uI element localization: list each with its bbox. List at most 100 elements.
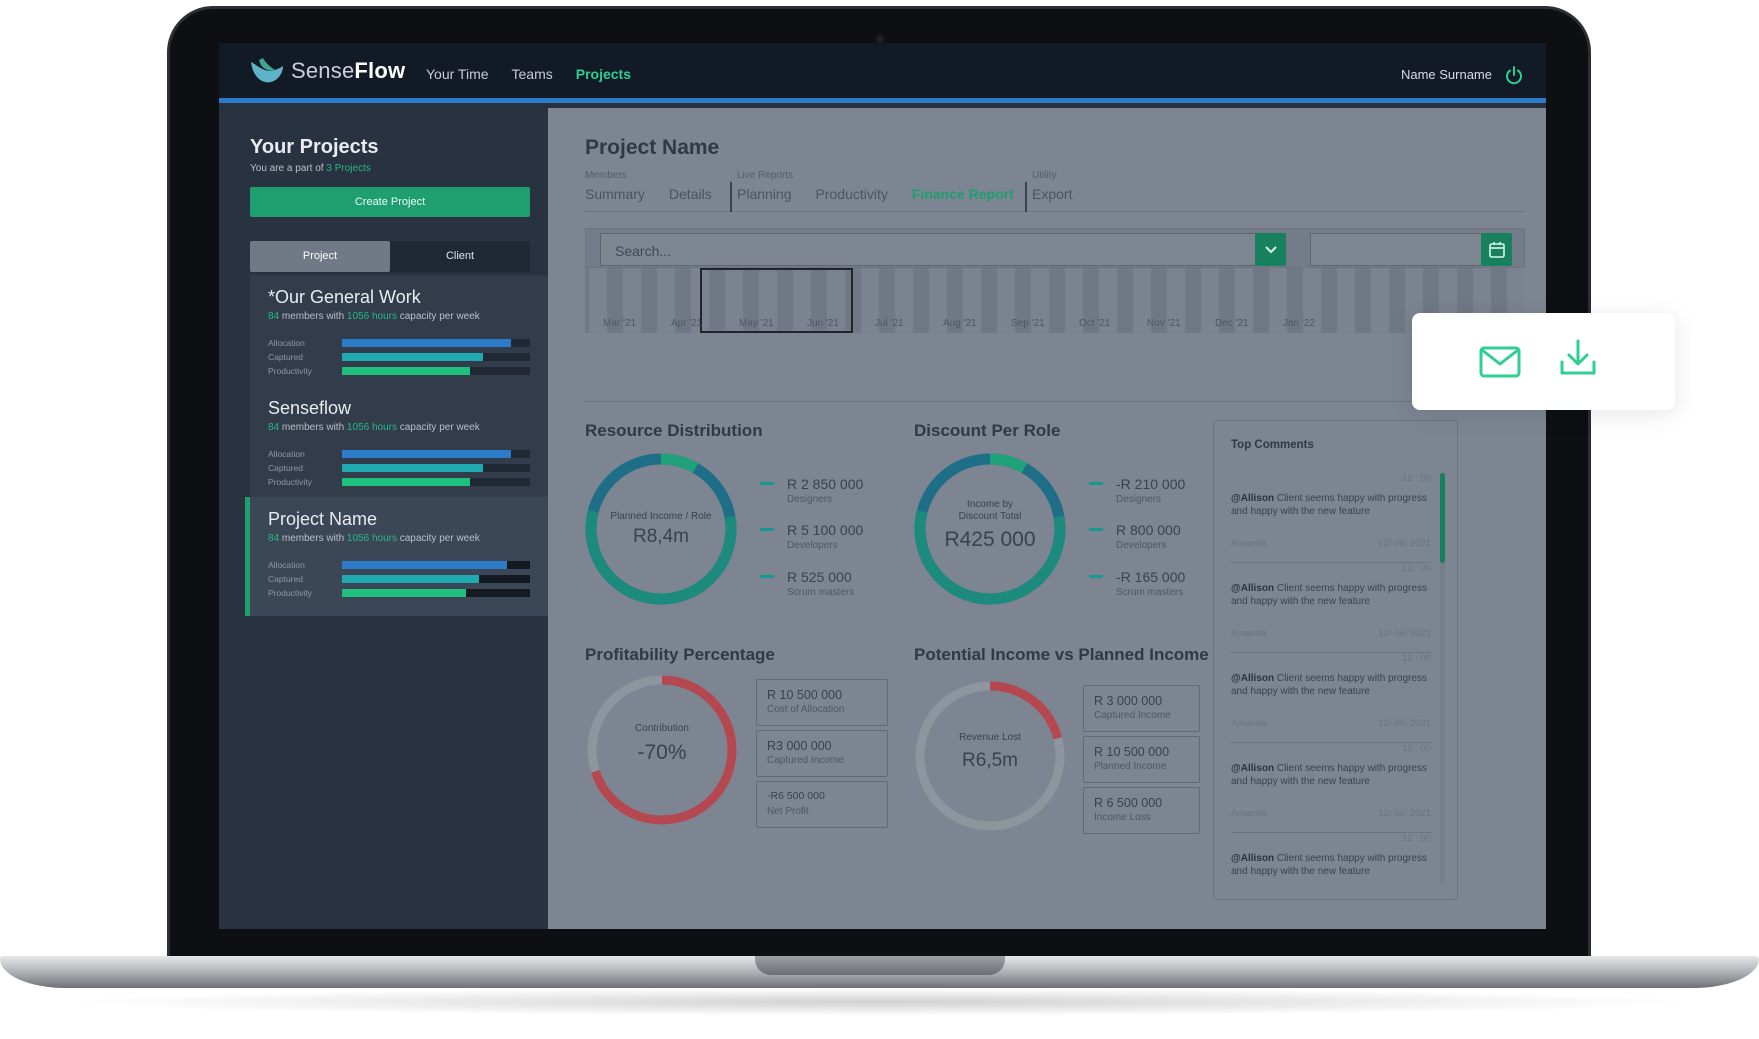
download-button[interactable] (1556, 338, 1600, 378)
timeline-week-stripe (1269, 268, 1287, 333)
potential-income-donut (915, 681, 1065, 831)
resource-center-value: R8,4m (633, 526, 689, 547)
timeline-week-stripe (963, 268, 981, 333)
nav-your-time[interactable]: Your Time (426, 66, 489, 82)
tab-finance-report[interactable]: Finance Report (911, 186, 1014, 202)
project-card-bars: Allocation Captured Productivity (268, 447, 530, 489)
logo-text: SenseFlow (291, 58, 406, 83)
timeline-month-label: Aug '21 (943, 318, 977, 329)
download-icon (1560, 339, 1596, 375)
potential-center-label: Revenue Lost (959, 732, 1021, 743)
power-icon[interactable] (1504, 65, 1524, 85)
tab-summary[interactable]: Summary (585, 186, 645, 202)
project-client-toggle: Project Client (250, 241, 530, 272)
tab-separator (730, 182, 732, 212)
email-button[interactable] (1478, 342, 1522, 382)
bar-label-productivity: Productivity (268, 588, 312, 598)
tab-export[interactable]: Export (1032, 186, 1073, 202)
comments-scrollbar[interactable] (1440, 473, 1445, 883)
tab-group-live-reports: Live Reports Planning Productivity Finan… (737, 170, 1014, 202)
bar-label-productivity: Productivity (268, 366, 312, 376)
timeline-week-stripe (657, 268, 675, 333)
timeline-month-label: May '21 (739, 318, 774, 329)
comment-item[interactable]: 12 : 00 @Allison Client seems happy with… (1231, 653, 1431, 743)
create-project-button[interactable]: Create Project (250, 187, 530, 217)
app-screen: SenseFlow Your Time Teams Projects Name … (219, 43, 1546, 929)
user-name[interactable]: Name Surname (1400, 67, 1492, 82)
profitability-donut (587, 675, 737, 825)
mail-icon (1479, 346, 1521, 378)
captured-bar (342, 353, 483, 361)
timeline-week-stripe (1099, 268, 1117, 333)
profitability-percentage-title: Profitability Percentage (585, 645, 775, 664)
tab-details[interactable]: Details (668, 186, 712, 202)
nav-teams[interactable]: Teams (511, 66, 553, 82)
discount-per-role-title: Discount Per Role (914, 421, 1061, 440)
comment-item[interactable]: 12 : 00 @Allison Client seems happy with… (1231, 563, 1431, 653)
timeline-week-stripe (623, 268, 641, 333)
comment-item[interactable]: 12 : 00 @Allison Client seems happy with… (1231, 743, 1431, 833)
timeline-week-stripe (793, 268, 811, 333)
project-card-senseflow[interactable]: Senseflow 84 members with 1056 hours cap… (250, 386, 548, 505)
discount-center-label-1: Income by (966, 499, 1014, 510)
bar-label-allocation: Allocation (268, 338, 305, 348)
project-card-bars: Allocation Captured Productivity (268, 336, 530, 378)
captured-bar (342, 464, 483, 472)
report-tabs: Members Summary Details Live Reports Pla… (585, 170, 1525, 212)
potential-center: Revenue Lost R6,5m (924, 732, 1056, 772)
timeline-month-label: Nov '21 (1147, 318, 1181, 329)
scrollbar-thumb[interactable] (1440, 473, 1445, 563)
resource-distribution-title: Resource Distribution (585, 421, 763, 440)
project-card-project-name[interactable]: Project Name 84 members with 1056 hours … (245, 497, 548, 616)
comment-item[interactable]: 12 : 00 @Allison Client seems happy with… (1231, 833, 1431, 877)
bar-label-captured: Captured (268, 574, 303, 584)
timeline-month-label: Mar '21 (603, 318, 637, 329)
dropdown-button[interactable] (1255, 233, 1286, 266)
section-divider (585, 401, 1525, 402)
nav-projects[interactable]: Projects (575, 66, 631, 82)
bar-label-productivity: Productivity (268, 477, 312, 487)
tab-productivity[interactable]: Productivity (815, 186, 888, 202)
timeline-week-stripe (1201, 268, 1219, 333)
search-input[interactable]: Search... (600, 233, 1286, 266)
project-card-name: Project Name (268, 509, 378, 529)
top-navigation-bar: SenseFlow Your Time Teams Projects Name … (219, 43, 1546, 103)
allocation-bar (342, 339, 512, 347)
allocation-bar (342, 450, 512, 458)
productivity-bar (342, 478, 470, 486)
resource-distribution-donut (585, 453, 737, 605)
camera (876, 35, 884, 43)
search-placeholder: Search... (615, 243, 672, 259)
timeline-week-stripe (1235, 268, 1253, 333)
project-card-general-work[interactable]: *Our General Work 84 members with 1056 h… (250, 275, 548, 394)
calendar-icon (1488, 241, 1505, 258)
senseflow-logo[interactable]: SenseFlow (249, 56, 405, 86)
toggle-project[interactable]: Project (250, 241, 390, 272)
timeline-week-stripe (861, 268, 879, 333)
timeline-week-stripe (997, 268, 1015, 333)
top-comments-panel: Top Comments 12 : 00 @Allison Client see… (1213, 420, 1458, 900)
timeline-selection-window[interactable] (700, 268, 853, 333)
productivity-bar (342, 589, 467, 597)
resource-center: Planned Income / Role R8,4m (595, 511, 727, 548)
profitability-center-value: -70% (637, 741, 687, 764)
timeline-week-stripe (827, 268, 845, 333)
project-card-name: *Our General Work (268, 287, 421, 307)
date-picker-field[interactable] (1310, 233, 1512, 266)
allocation-bar (342, 561, 508, 569)
timeline-week-stripe (1065, 268, 1083, 333)
timeline-month-label: Oct '21 (1079, 318, 1111, 329)
toggle-client[interactable]: Client (445, 250, 475, 262)
month-timeline[interactable]: Mar '21 Apr '21 May '21 Jun '21 Jul '21 Aug '… (585, 268, 1525, 333)
discount-center: Income by Discount Total R425 000 (924, 499, 1056, 552)
timeline-month-label: Jul '21 (875, 318, 904, 329)
comment-item[interactable]: 12 : 00 @Allison Client seems happy with… (1231, 473, 1431, 563)
timeline-week-stripe (1303, 268, 1321, 333)
tab-planning[interactable]: Planning (737, 186, 792, 202)
tab-group-label: Members (585, 170, 627, 181)
project-card-capacity: 84 members with 1056 hours capacity per … (268, 422, 480, 433)
productivity-bar (342, 367, 470, 375)
calendar-button[interactable] (1481, 233, 1512, 266)
project-card-name: Senseflow (268, 398, 352, 418)
captured-income-box: R3 000 000 Captured Income (756, 730, 888, 777)
